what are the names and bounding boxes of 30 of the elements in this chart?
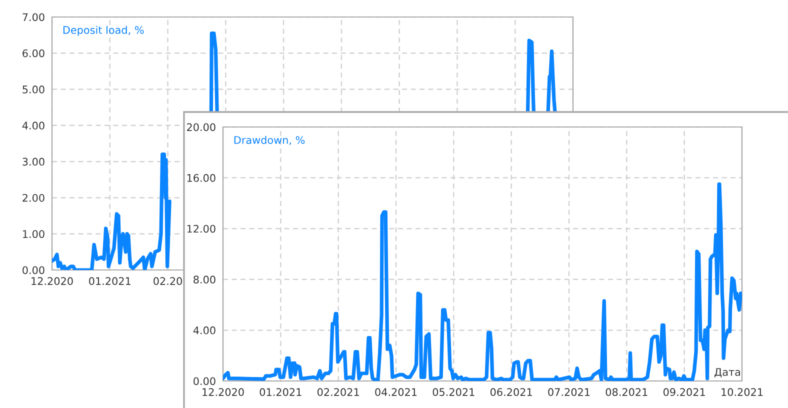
x-tick-label: 05.2021 <box>432 388 474 396</box>
text: Deposit load, % <box>63 26 144 36</box>
y-tick-label: 1.00 <box>23 230 44 238</box>
x-axis-title: Дата <box>714 368 740 378</box>
x-tick-label: 04.2021 <box>375 388 417 396</box>
x-tick-label: 01.2021 <box>260 388 302 396</box>
y-tick-label: 3.00 <box>22 158 44 166</box>
y-tick-label: 6.00 <box>22 49 44 58</box>
y-tick-label: 20.00 <box>187 123 216 132</box>
y-tick-label: 4.00 <box>22 122 44 130</box>
y-tick-label: 0.00 <box>194 377 216 386</box>
y-tick-label: 5.00 <box>22 86 44 94</box>
y-tick-label: 8.00 <box>194 276 216 284</box>
y-tick-label: 16.00 <box>187 174 216 182</box>
x-tick-label: 06.2021 <box>490 388 532 396</box>
y-tick-label: 7.00 <box>22 13 44 22</box>
x-tick-label: 07.2021 <box>548 388 590 396</box>
x-tick-label: 10.2021 <box>722 388 763 396</box>
text: Drawdown, % <box>234 136 305 146</box>
x-tick-label: 01.2021 <box>89 277 130 286</box>
y-tick-label: 0.00 <box>22 266 44 274</box>
x-tick-label: 12.2020 <box>202 388 244 396</box>
x-tick-label: 02.20 <box>154 277 182 286</box>
y-tick-label: 4.00 <box>193 326 216 334</box>
y-tick-label: 2.00 <box>22 194 44 202</box>
x-tick-label: 12.2020 <box>32 277 73 286</box>
x-tick-label: 09.2021 <box>663 388 705 396</box>
x-tick-label: 02.2021 <box>317 388 359 396</box>
y-tick-label: 12.00 <box>187 224 216 233</box>
x-tick-label: 08.2021 <box>606 388 648 396</box>
